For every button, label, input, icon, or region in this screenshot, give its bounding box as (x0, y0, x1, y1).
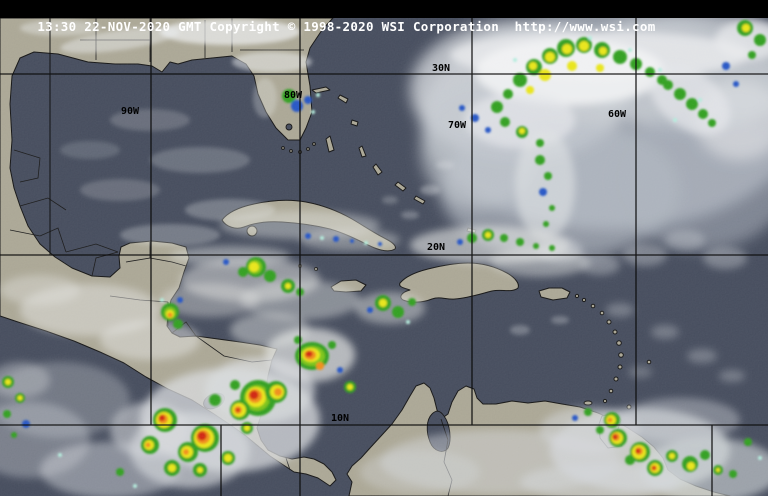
label-20n: 20N (427, 242, 445, 253)
label-30n: 30N (432, 63, 450, 74)
timestamp-copyright-text: 13:30 22-NOV-2020 GMT Copyright © 1998-2… (37, 19, 656, 34)
grid-lines (0, 18, 768, 496)
label-60w: 60W (608, 109, 627, 120)
satellite-grain-texture (0, 18, 768, 496)
label-10n: 10N (331, 413, 349, 424)
label-80w: 80W (284, 90, 303, 101)
label-90w: 90W (121, 106, 140, 117)
grid-labels: 30N 20N 10N 90W 80W 70W 60W (121, 63, 627, 424)
label-70w: 70W (448, 120, 467, 131)
timestamp-banner: 13:30 22-NOV-2020 GMT Copyright © 1998-2… (0, 0, 768, 34)
